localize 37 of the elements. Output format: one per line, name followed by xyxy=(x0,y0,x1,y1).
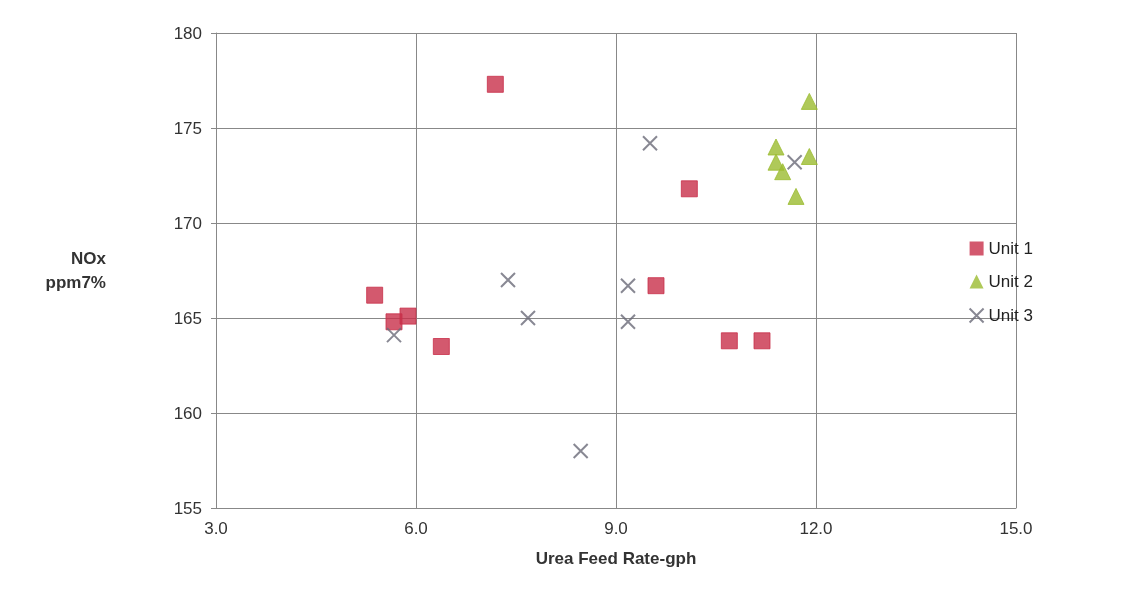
point xyxy=(680,180,698,198)
x-tick-label: 12.0 xyxy=(799,519,833,538)
point xyxy=(432,338,450,355)
y-tick-label: 180 xyxy=(173,23,202,43)
point xyxy=(572,443,589,459)
point xyxy=(366,286,384,304)
x-axis-title: Urea Feed Rate-gph xyxy=(535,549,697,568)
legend-label: Unit 3 xyxy=(988,306,1034,325)
x-tick-label: 9.0 xyxy=(604,519,628,538)
point xyxy=(800,148,818,165)
point xyxy=(753,332,771,350)
point xyxy=(500,272,516,288)
y-tick-label: 170 xyxy=(173,213,202,233)
y-tick-label: 175 xyxy=(173,118,202,138)
y-tick-label: 155 xyxy=(173,498,202,518)
y-axis-title: NOx ppm7% xyxy=(45,249,107,292)
legend-label: Unit 1 xyxy=(988,239,1034,258)
y-tick-label: 165 xyxy=(173,308,202,328)
x-tick-label: 6.0 xyxy=(404,519,428,538)
point xyxy=(520,310,536,326)
point xyxy=(647,277,665,295)
point xyxy=(620,313,636,330)
y-tick-label: 160 xyxy=(173,403,202,423)
point xyxy=(786,154,803,171)
point xyxy=(486,75,504,93)
point xyxy=(620,277,636,294)
point xyxy=(787,187,805,205)
point xyxy=(386,327,402,344)
point xyxy=(767,138,785,156)
legend-label: Unit 2 xyxy=(988,272,1034,291)
point xyxy=(720,332,738,350)
x-tick-label: 3.0 xyxy=(204,519,228,538)
point xyxy=(774,163,792,181)
x-tick-label: 15.0 xyxy=(999,519,1033,538)
point xyxy=(800,92,818,110)
point xyxy=(399,307,417,325)
point xyxy=(642,135,658,152)
